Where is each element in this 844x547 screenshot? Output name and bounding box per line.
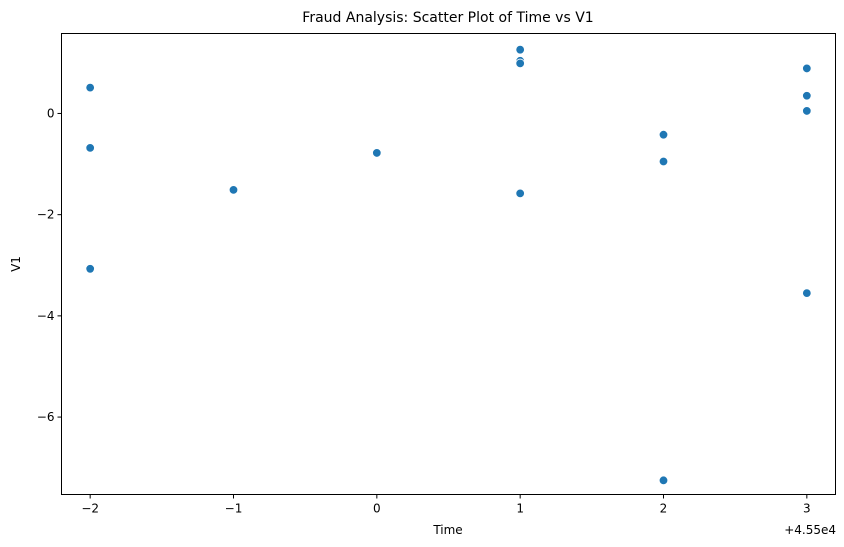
data-point — [85, 82, 95, 93]
data-point — [515, 44, 525, 55]
y-tick-label: −2 — [37, 208, 55, 222]
data-points — [85, 44, 812, 486]
x-tick-label: −2 — [81, 502, 99, 516]
y-tick-label: −6 — [37, 410, 55, 424]
chart-title: Fraud Analysis: Scatter Plot of Time vs … — [302, 10, 593, 26]
data-point — [658, 130, 669, 140]
x-tick-label: 1 — [516, 502, 524, 516]
data-point — [802, 91, 812, 101]
x-axis-label: Time — [432, 523, 462, 537]
data-point — [515, 58, 525, 69]
data-point — [228, 185, 239, 195]
y-axis-label: V1 — [9, 256, 23, 272]
data-point — [802, 106, 812, 116]
x-tick-label: 2 — [660, 502, 668, 516]
plot-frame — [61, 33, 836, 495]
data-point — [515, 188, 525, 199]
x-tick-label: 0 — [373, 502, 381, 516]
data-point — [372, 148, 382, 158]
data-point — [85, 143, 95, 153]
data-point — [658, 475, 669, 486]
y-tick-label: 0 — [47, 106, 55, 120]
x-tick-label: −1 — [225, 502, 243, 516]
x-axis-offset-label: +4.55e4 — [784, 523, 836, 537]
data-point — [802, 63, 812, 74]
y-tick-label: −4 — [37, 309, 55, 323]
data-point — [85, 264, 95, 274]
axis-ticks: −2 −1 0 1 2 3 −6 −4 −2 0 — [37, 106, 811, 515]
x-tick-label: 3 — [803, 502, 811, 516]
data-point — [802, 288, 812, 298]
data-point — [658, 156, 669, 167]
